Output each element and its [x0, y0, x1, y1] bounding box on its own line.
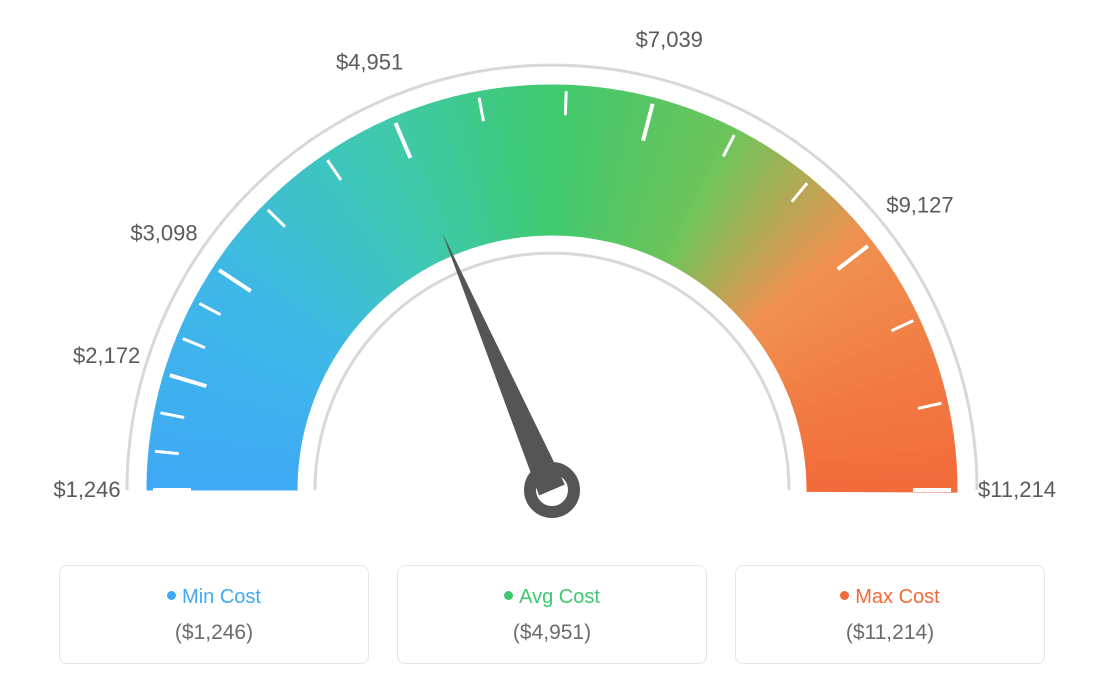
legend-card-min: Min Cost ($1,246) — [59, 565, 369, 664]
scale-label: $2,172 — [73, 343, 140, 368]
legend-label-max: Max Cost — [855, 586, 939, 608]
scale-label: $11,214 — [978, 477, 1056, 502]
legend-title-min: Min Cost — [70, 586, 358, 609]
legend-value-max: ($11,214) — [746, 621, 1034, 645]
legend-label-avg: Avg Cost — [519, 586, 600, 608]
legend-card-max: Max Cost ($11,214) — [735, 565, 1045, 664]
scale-label: $9,127 — [886, 193, 953, 218]
legend-card-avg: Avg Cost ($4,951) — [397, 565, 707, 664]
legend-value-avg: ($4,951) — [408, 621, 696, 645]
legend-label-min: Min Cost — [182, 586, 261, 608]
legend-title-avg: Avg Cost — [408, 586, 696, 609]
scale-label: $4,951 — [336, 49, 403, 74]
gauge-container: $1,246 $2,172 $3,098 $4,951 $7,039 $9,127 $11,… — [0, 0, 1104, 560]
legend-title-max: Max Cost — [746, 586, 1034, 609]
scale-label: $3,098 — [130, 221, 197, 246]
legend-dot-avg — [504, 591, 513, 600]
scale-label: $1,246 — [53, 477, 120, 502]
legend-row: Min Cost ($1,246) Avg Cost ($4,951) Max … — [0, 565, 1104, 664]
legend-dot-min — [167, 591, 176, 600]
scale-label: $7,039 — [636, 27, 703, 52]
legend-value-min: ($1,246) — [70, 621, 358, 645]
gauge-svg: $1,246 $2,172 $3,098 $4,951 $7,039 $9,127 $11,… — [0, 0, 1104, 560]
gauge-needle — [442, 232, 565, 495]
legend-dot-max — [840, 591, 849, 600]
